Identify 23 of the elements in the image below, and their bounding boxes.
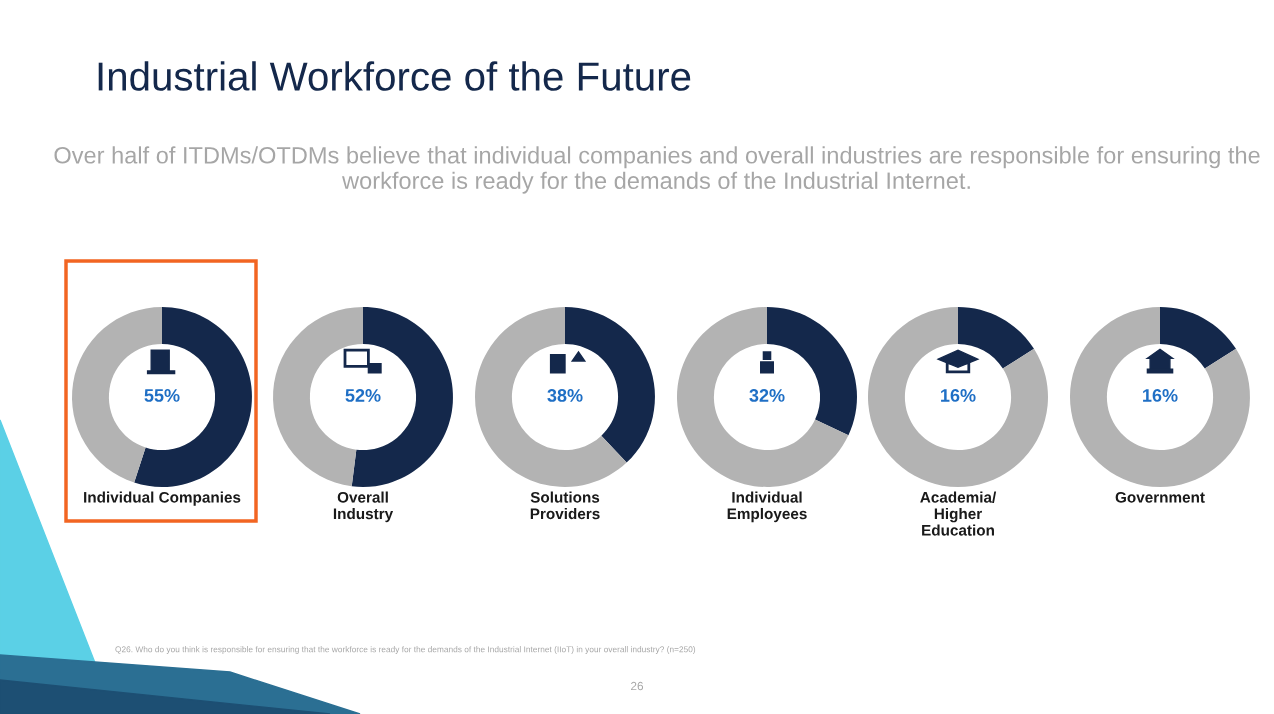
donut-slice (1160, 307, 1236, 369)
text: Over half of ITDMs/OTDMs believe that individual companies and overall industries are responsible for ensuring the workforce is ready for the demands of the Industrial Internet. (54, 146, 1260, 194)
donut-slice (1070, 307, 1250, 487)
data-label: 16% (1143, 389, 1178, 402)
donut-slice (134, 307, 252, 487)
text: 26 (631, 681, 644, 691)
donut-slice (677, 307, 849, 487)
text: Individual Companies (84, 491, 241, 506)
text: Government (1115, 491, 1205, 503)
data-label: 32% (749, 389, 785, 402)
text: Industrial Workforce of the Future (98, 61, 691, 91)
data-label: 16% (941, 389, 976, 402)
text: Individual Employees (727, 491, 807, 523)
data-label: 38% (547, 389, 583, 402)
donut-slice (958, 307, 1034, 369)
text: Q26. Who do you think is responsible for ensuring that the workforce is ready for the demands of the Industrial Internet (IIoT) in your overall industry? (n=250) (115, 646, 696, 654)
text: Academia/ Higher Education (920, 491, 997, 536)
donut-slice (475, 307, 627, 487)
data-label: 55% (144, 389, 180, 402)
data-label: 52% (345, 389, 381, 402)
text: Overall Industry (333, 491, 394, 523)
text: Solutions Providers (530, 491, 600, 520)
donut-slice (868, 307, 1048, 487)
